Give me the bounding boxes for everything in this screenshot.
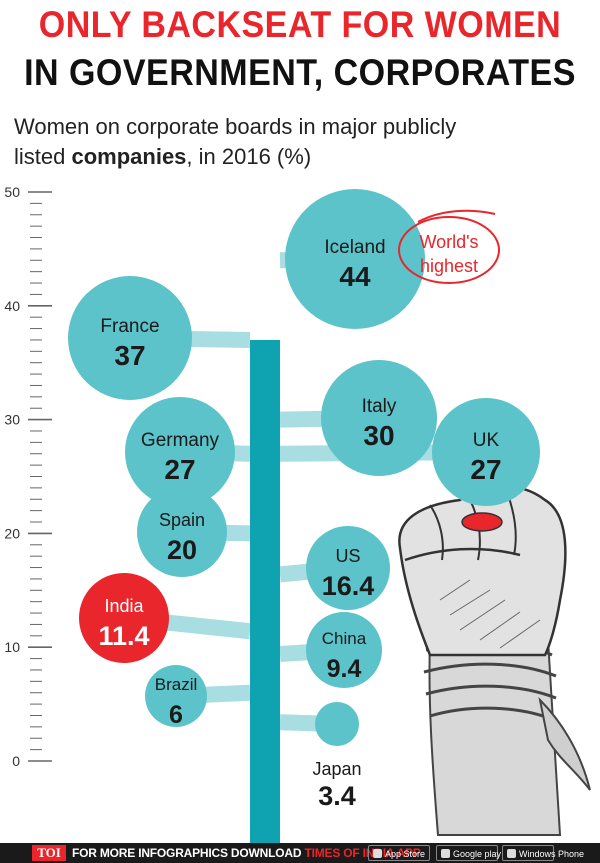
subtitle-bold: companies — [71, 144, 187, 169]
footer-cta: FOR MORE INFOGRAPHICS DOWNLOAD — [72, 846, 302, 860]
fist-wrap — [423, 662, 557, 678]
google-play-badge[interactable]: Google play — [436, 845, 502, 861]
app-store-label: App Store — [385, 849, 426, 859]
bubble-circle — [321, 360, 437, 476]
country-label: Iceland — [324, 237, 385, 258]
windows-icon — [507, 849, 516, 858]
country-label: Germany — [141, 430, 220, 451]
fist-finger-line — [429, 504, 444, 561]
bubble-tree-chart: 0 10 20 30 40 50 Iceland 44 France 37 Italy 30 Germ… — [4, 184, 591, 843]
subtitle-text: Women on corporate boards in major publi… — [14, 114, 457, 169]
fist-hand — [398, 484, 567, 657]
worlds-highest-annotation: World's highest — [398, 209, 500, 284]
country-label: US — [335, 546, 360, 566]
bubble-india: India 11.4 — [79, 573, 169, 663]
value-label: 27 — [470, 454, 501, 485]
bubble-china: China 9.4 — [306, 612, 382, 688]
bubble-circle — [285, 189, 425, 329]
title-line-1: ONLY BACKSEAT FOR WOMEN — [38, 4, 562, 45]
country-label: China — [322, 629, 367, 648]
apple-icon — [373, 849, 382, 858]
google-play-label: Google play — [453, 849, 502, 859]
bubble-uk: UK 27 — [432, 398, 540, 506]
windows-phone-label: Windows Phone — [519, 849, 585, 859]
bubble-circle — [68, 276, 192, 400]
value-label: 9.4 — [327, 655, 362, 683]
bubble-germany: Germany 27 — [125, 397, 235, 507]
axis-tick-label: 40 — [4, 298, 20, 314]
bubble-circle — [145, 665, 207, 727]
bubble-circle — [79, 573, 169, 663]
bubble-circle — [125, 397, 235, 507]
bubble-italy: Italy 30 — [321, 360, 437, 476]
subtitle-suffix: , in 2016 (%) — [186, 144, 312, 169]
fist-wrap — [425, 684, 557, 700]
bubble-us: US 16.4 — [306, 526, 390, 610]
value-label: 44 — [339, 261, 371, 292]
country-label: India — [104, 596, 144, 616]
y-axis: 0 10 20 30 40 50 — [4, 184, 52, 769]
bubble-brazil: Brazil 6 — [145, 665, 207, 729]
bubble-france: France 37 — [68, 276, 192, 400]
footer-text: FOR MORE INFOGRAPHICS DOWNLOAD TIMES OF … — [72, 845, 421, 861]
app-store-badge[interactable]: App Store — [368, 845, 430, 861]
axis-tick-label: 50 — [4, 184, 20, 200]
bubble-circle — [306, 612, 382, 688]
bubble-circle — [315, 702, 359, 746]
bubble-circle — [432, 398, 540, 506]
fist-hatching — [439, 579, 541, 649]
title-line-2: IN GOVERNMENT, CORPORATES — [24, 52, 576, 93]
value-label: 11.4 — [98, 621, 149, 651]
fist-thumb — [404, 547, 521, 562]
fist-wrap — [429, 706, 555, 722]
country-label: Japan — [312, 759, 361, 779]
axis-tick-label: 0 — [12, 753, 20, 769]
country-label: UK — [473, 430, 500, 451]
bubble-circle — [306, 526, 390, 610]
bubble-circle — [137, 487, 227, 577]
axis-tick-label: 30 — [4, 412, 20, 428]
footer-brand[interactable]: TIMES OF INDIA APP — [304, 846, 421, 860]
value-label: 16.4 — [322, 571, 375, 601]
toi-logo[interactable]: TOI — [32, 845, 66, 861]
fist-forearm — [428, 639, 562, 836]
annotation-circle — [398, 216, 500, 284]
footer-bar: TOI FOR MORE INFOGRAPHICS DOWNLOAD TIMES… — [0, 843, 600, 863]
fist-nail-red — [461, 512, 503, 532]
bubble-iceland: Iceland 44 — [285, 189, 425, 329]
fist-ribbon — [538, 696, 591, 791]
raised-fist-illustration — [398, 484, 591, 836]
axis-tick-label: 10 — [4, 639, 20, 655]
value-label: 30 — [363, 420, 394, 451]
windows-phone-badge[interactable]: Windows Phone — [502, 845, 584, 861]
annotation-flourish — [417, 209, 496, 223]
axis-tick-label: 20 — [4, 525, 20, 541]
country-label: Spain — [159, 510, 205, 530]
value-label: 3.4 — [318, 781, 356, 811]
country-label: France — [100, 316, 159, 337]
value-label: 6 — [169, 701, 183, 729]
annotation-text-line1: World's — [419, 232, 478, 252]
bubble-spain: Spain 20 — [137, 487, 227, 577]
bubbles: Iceland44France37Italy30Germany27UK27Spa… — [68, 189, 540, 811]
chart-subtitle: Women on corporate boards in major publi… — [14, 112, 484, 172]
play-icon — [441, 849, 450, 858]
country-label: Italy — [362, 396, 397, 417]
value-label: 27 — [164, 454, 195, 485]
value-label: 20 — [167, 535, 197, 565]
tree-trunk — [250, 340, 280, 843]
value-label: 37 — [114, 340, 145, 371]
annotation-text-line2: highest — [420, 256, 478, 276]
country-label: Brazil — [155, 675, 198, 694]
